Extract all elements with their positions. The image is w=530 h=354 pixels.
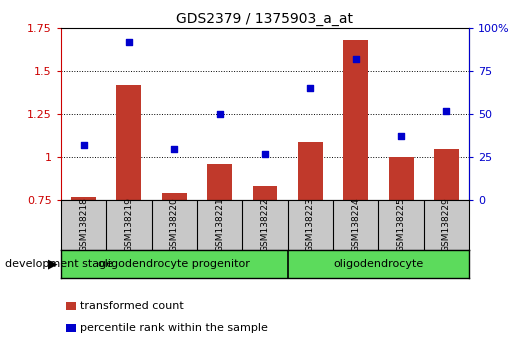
Point <box>397 134 405 139</box>
Bar <box>434 149 459 200</box>
Text: ▶: ▶ <box>48 258 57 270</box>
Bar <box>207 164 232 200</box>
Title: GDS2379 / 1375903_a_at: GDS2379 / 1375903_a_at <box>176 12 354 26</box>
Point <box>80 142 88 148</box>
Point <box>215 111 224 117</box>
Text: GSM138221: GSM138221 <box>215 198 224 252</box>
Point <box>170 146 179 152</box>
Bar <box>71 196 96 200</box>
Point <box>306 86 315 91</box>
Text: percentile rank within the sample: percentile rank within the sample <box>80 323 267 333</box>
Text: GSM138220: GSM138220 <box>170 198 179 252</box>
Text: GSM138229: GSM138229 <box>442 198 451 252</box>
Point <box>125 39 133 45</box>
Text: oligodendrocyte: oligodendrocyte <box>333 259 423 269</box>
Point <box>442 108 450 114</box>
Text: development stage: development stage <box>5 259 113 269</box>
Bar <box>388 157 413 200</box>
Bar <box>343 40 368 200</box>
Bar <box>117 85 142 200</box>
Bar <box>252 186 278 200</box>
Text: GSM138222: GSM138222 <box>261 198 269 252</box>
Text: oligodendrocyte progenitor: oligodendrocyte progenitor <box>99 259 250 269</box>
Point <box>351 56 360 62</box>
Text: GSM138225: GSM138225 <box>396 198 405 252</box>
Text: GSM138219: GSM138219 <box>125 197 134 252</box>
Point <box>261 151 269 156</box>
Text: GSM138224: GSM138224 <box>351 198 360 252</box>
Text: GSM138223: GSM138223 <box>306 198 315 252</box>
Bar <box>298 142 323 200</box>
Bar <box>162 193 187 200</box>
Text: GSM138218: GSM138218 <box>79 197 88 252</box>
Text: transformed count: transformed count <box>80 301 183 311</box>
